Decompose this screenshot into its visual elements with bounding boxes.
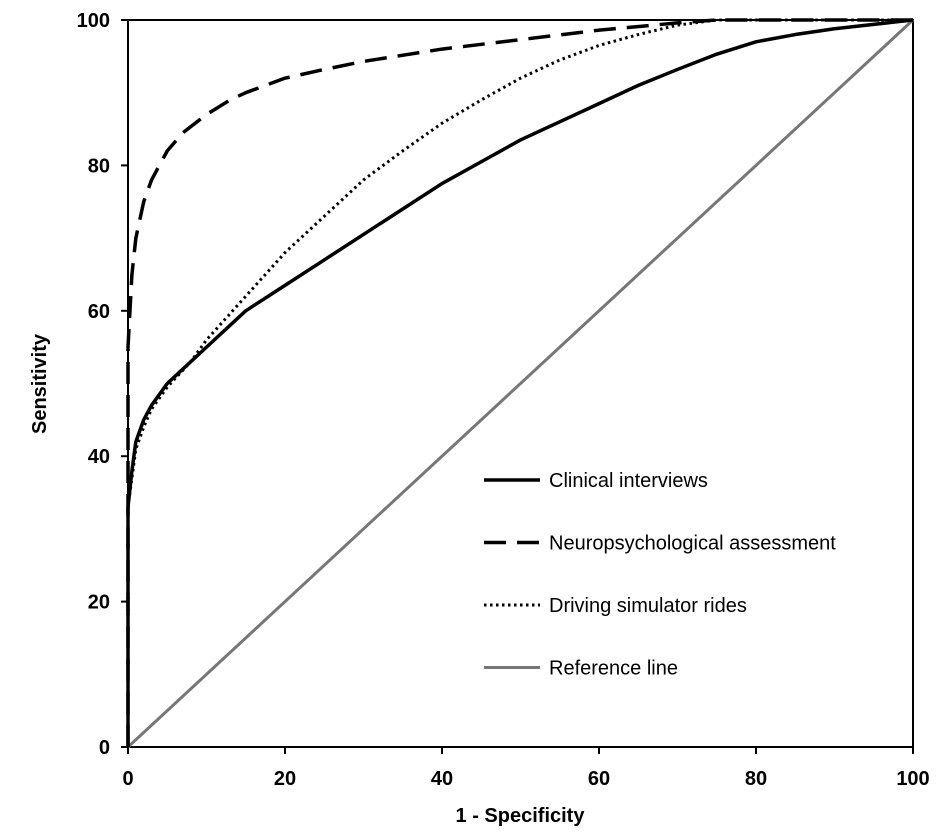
y-axis-title: Sensitivity — [29, 333, 51, 434]
series-line-driving-simulator-rides — [126, 18, 913, 747]
x-tick-label: 80 — [745, 768, 767, 790]
y-tick-label: 100 — [77, 10, 110, 32]
x-tick-label: 60 — [588, 768, 610, 790]
series-line-reference-line — [126, 18, 915, 749]
legend-label: Driving simulator rides — [549, 595, 747, 617]
x-tick-label: 100 — [896, 768, 929, 790]
y-tick-label: 60 — [88, 301, 110, 323]
legend: Clinical interviews Neuropsychological as… — [484, 470, 836, 680]
legend-label: Clinical interviews — [549, 470, 708, 492]
y-tick-label: 0 — [99, 737, 110, 759]
legend-label: Reference line — [549, 658, 678, 680]
y-tick-label: 80 — [88, 155, 110, 177]
x-tick-label: 40 — [431, 768, 453, 790]
y-axis-ticks: 0 20 40 60 80 100 — [77, 10, 128, 759]
x-axis-ticks: 0 20 40 60 80 100 — [122, 747, 930, 790]
x-tick-label: 20 — [274, 768, 296, 790]
x-axis-title: 1 - Specificity — [456, 805, 586, 827]
series-line-clinical-interviews — [126, 18, 914, 747]
series-layer — [126, 18, 915, 749]
y-tick-label: 20 — [88, 592, 110, 614]
x-tick-label: 0 — [122, 768, 133, 790]
y-tick-label: 40 — [88, 446, 110, 468]
legend-label: Neuropsychological assessment — [549, 533, 836, 555]
